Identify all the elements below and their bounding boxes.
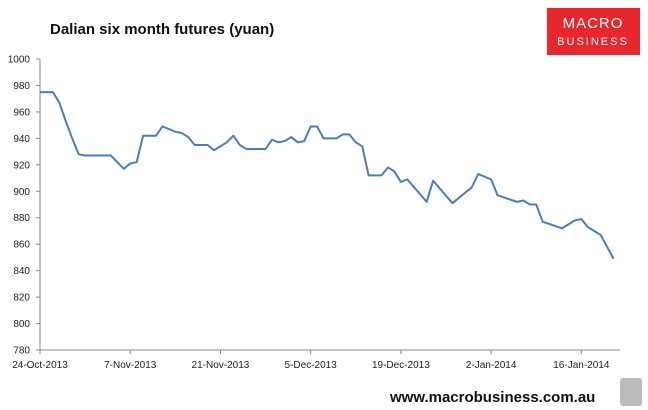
chart-title: Dalian six month futures (yuan)	[50, 21, 274, 38]
x-tick-label: 5-Dec-2013	[285, 360, 338, 371]
wolf-icon	[620, 378, 642, 406]
y-tick-label: 800	[13, 319, 30, 330]
footer: www.macrobusiness.com.au	[389, 389, 595, 406]
x-tick-label: 19-Dec-2013	[372, 360, 430, 371]
x-tick-label: 7-Nov-2013	[104, 360, 157, 371]
y-tick-label: 840	[13, 266, 30, 277]
x-tick-label: 21-Nov-2013	[192, 360, 250, 371]
logo-text: MACRO	[563, 15, 624, 32]
series-line	[40, 91, 615, 260]
y-tick-label: 820	[13, 293, 30, 304]
y-tick-label: 900	[13, 187, 30, 198]
logo-text: BUSINESS	[557, 36, 629, 48]
y-tick-label: 940	[13, 134, 30, 145]
y-tick-label: 780	[13, 346, 30, 357]
x-tick-label: 24-Oct-2013	[12, 360, 68, 371]
y-tick-label: 980	[13, 81, 30, 92]
y-tick-label: 880	[13, 213, 30, 224]
y-tick-label: 860	[13, 240, 30, 251]
y-tick-label: 920	[13, 160, 30, 171]
y-tick-label: 1000	[8, 55, 31, 66]
y-tick-label: 960	[13, 107, 30, 118]
logo-box	[547, 8, 640, 55]
x-tick-label: 2-Jan-2014	[466, 360, 517, 371]
x-tick-label: 16-Jan-2014	[553, 360, 610, 371]
